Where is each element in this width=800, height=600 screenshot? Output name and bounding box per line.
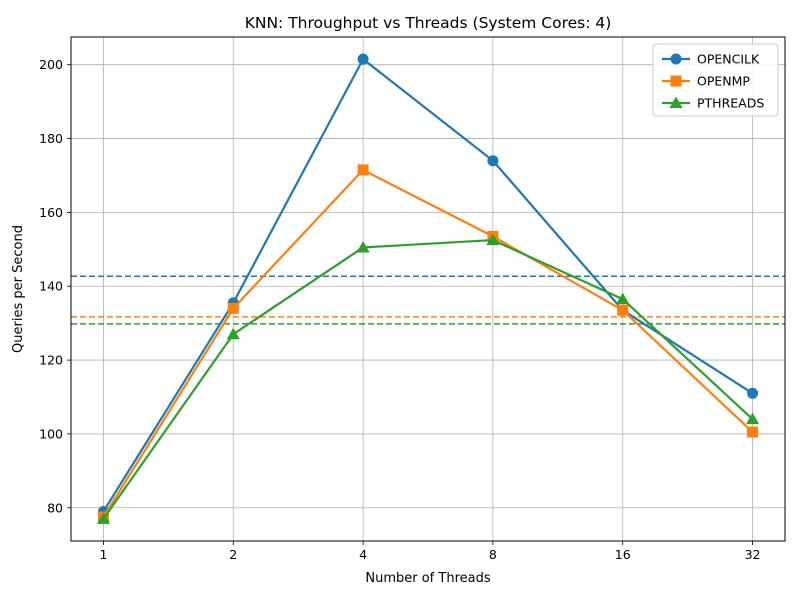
grid-lines [71, 37, 785, 541]
series-pthreads [96, 233, 760, 524]
data-point-pthreads [616, 292, 630, 305]
y-tick-label: 180 [39, 131, 63, 146]
chart-title: KNN: Throughput vs Threads (System Cores… [245, 14, 612, 32]
series-line-pthreads [102, 238, 754, 520]
y-tick-label: 160 [39, 205, 63, 220]
mean-reference-lines [71, 275, 785, 325]
legend-item-pthreads: PTHREADS [662, 96, 764, 111]
data-point-pthreads [96, 512, 110, 524]
x-axis-ticks: 1 2 4 8 16 32 [99, 541, 760, 562]
y-tick-label: 100 [39, 426, 63, 441]
data-point-opencilk [747, 387, 759, 399]
y-axis-title: Queries per Second [11, 225, 26, 353]
data-point-openmp [747, 426, 759, 438]
series-line-opencilk [102, 58, 754, 513]
data-point-opencilk [357, 53, 369, 65]
legend-box [652, 43, 779, 117]
y-tick-label: 120 [39, 353, 63, 368]
legend: OPENCILK OPENMP PTHREADS [652, 43, 779, 117]
legend-swatch-marker [670, 53, 682, 65]
legend-item-openmp: OPENMP [662, 74, 750, 89]
legend-label: OPENMP [697, 74, 750, 89]
x-tick-label: 16 [615, 547, 631, 562]
data-point-openmp [227, 302, 239, 314]
x-tick-label: 1 [99, 547, 107, 562]
y-tick-label: 80 [47, 500, 63, 515]
legend-item-opencilk: OPENCILK [662, 52, 760, 67]
x-tick-label: 8 [489, 547, 497, 562]
series-line-openmp [102, 168, 754, 518]
data-point-openmp [357, 164, 369, 176]
y-tick-label: 140 [39, 279, 63, 294]
data-point-opencilk [487, 155, 499, 167]
x-tick-label: 4 [359, 547, 367, 562]
legend-swatch-marker [670, 75, 682, 87]
x-tick-label: 32 [745, 547, 761, 562]
data-point-pthreads [746, 412, 760, 425]
y-tick-label: 200 [39, 57, 63, 72]
data-point-openmp [617, 304, 629, 316]
plot-area-frame [70, 36, 786, 542]
legend-label: OPENCILK [697, 52, 760, 67]
data-point-pthreads [486, 233, 500, 246]
x-axis-title: Number of Threads [365, 571, 490, 586]
legend-label: PTHREADS [697, 96, 764, 111]
series-lines [96, 53, 760, 524]
data-point-pthreads [226, 327, 240, 340]
x-tick-label: 2 [229, 547, 237, 562]
legend-swatch-marker [669, 96, 683, 108]
legend-items: OPENCILK OPENMP PTHREADS [662, 52, 764, 111]
y-axis-ticks: 80 100 120 140 160 180 200 [39, 57, 71, 515]
data-point-pthreads [356, 240, 370, 253]
